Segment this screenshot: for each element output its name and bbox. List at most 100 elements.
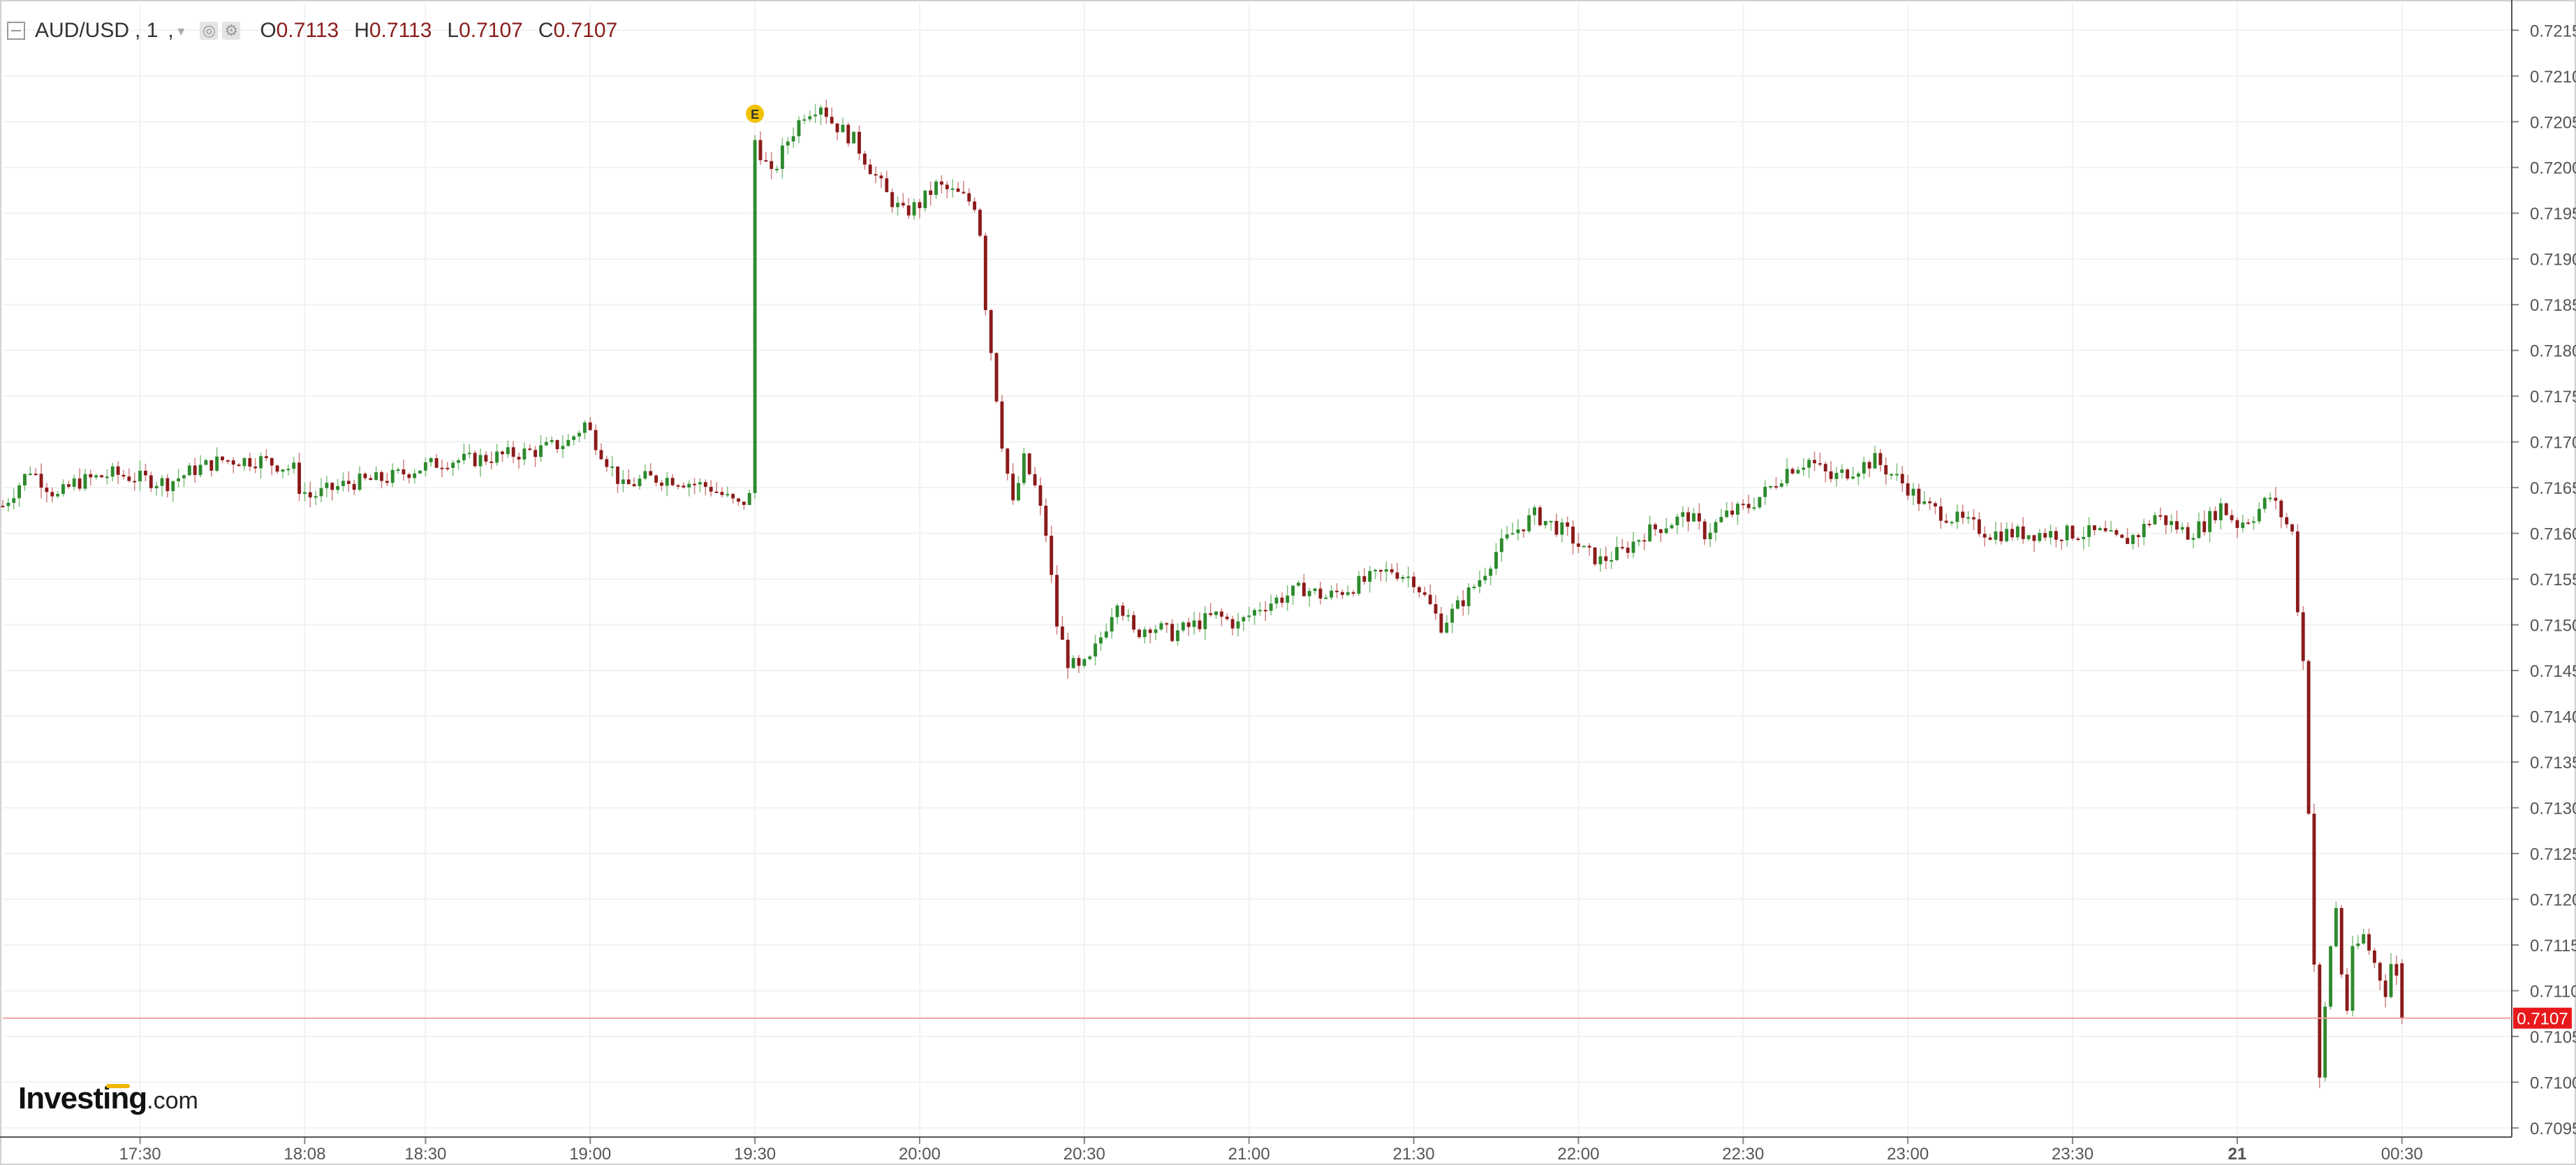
candle-body (2383, 980, 2387, 997)
candle-body (1686, 512, 1691, 522)
candle-body (1763, 486, 1767, 497)
candle-body (1110, 617, 1114, 632)
candle-body (473, 453, 477, 467)
candle-body (1066, 639, 1070, 668)
x-tick-label: 21 (2228, 1145, 2247, 1164)
candle-body (1456, 600, 1459, 609)
candle-body (1620, 547, 1624, 549)
candle-body (1472, 586, 1476, 588)
candle-body (522, 448, 527, 460)
candle-body (2147, 524, 2151, 526)
candle-body (2126, 538, 2130, 544)
candle-body (1044, 506, 1048, 536)
candle-body (1582, 545, 1586, 548)
candle-body (105, 476, 109, 478)
y-tick-label: 0.7215 (2530, 22, 2576, 41)
candle-body (1291, 585, 1295, 596)
candle-body (177, 478, 181, 482)
candle-body (2257, 508, 2261, 522)
candle-body (2103, 528, 2107, 532)
candle-body (380, 472, 383, 481)
candle-body (1362, 576, 1367, 582)
candle-body (1434, 604, 1438, 614)
candle-body (1121, 606, 1125, 616)
candle-body (1790, 469, 1795, 474)
candle-body (2059, 539, 2063, 541)
x-tick-label: 20:00 (899, 1145, 941, 1164)
y-tick-label: 0.7115 (2530, 937, 2576, 955)
candle-body (2174, 521, 2179, 530)
candle-body (2362, 934, 2366, 944)
symbol-label[interactable]: AUD/USD (35, 19, 130, 42)
candle-body (1642, 540, 1647, 542)
candle-body (413, 473, 417, 478)
candle-body (1840, 469, 1844, 474)
candle-body (797, 120, 801, 137)
candle-body (390, 469, 395, 483)
candle-body (616, 466, 619, 484)
candle-body (1181, 622, 1185, 631)
y-tick-label: 0.7110 (2530, 982, 2576, 1001)
candle-body (133, 481, 137, 483)
candle-body (2218, 503, 2223, 520)
candle-body (2164, 515, 2168, 525)
candle-body (1038, 485, 1043, 506)
candle-body (874, 174, 878, 176)
candle-body (187, 465, 191, 476)
candle-body (221, 456, 224, 460)
candle-body (621, 479, 625, 484)
candle-body (1192, 620, 1196, 627)
candle-body (983, 235, 987, 311)
eye-icon[interactable]: ◎ (200, 22, 219, 40)
candle-body (1209, 613, 1213, 615)
candle-body (231, 460, 235, 465)
candle-body (1335, 590, 1339, 592)
candle-body (165, 478, 170, 492)
candle-body (1138, 629, 1141, 638)
candle-body (665, 478, 669, 486)
candle-body (1104, 631, 1108, 638)
candle-body (2180, 527, 2184, 530)
candle-body (83, 474, 87, 489)
candle-body (1384, 569, 1388, 572)
candle-body (1094, 643, 1098, 657)
candle-body (330, 483, 334, 490)
candle-body (1560, 522, 1564, 535)
candle-body (1374, 570, 1377, 572)
candle-body (374, 472, 378, 481)
candle-body (649, 471, 653, 476)
candle-body (934, 181, 939, 196)
candle-body (912, 202, 916, 216)
candle-body (1516, 529, 1520, 534)
candle-body (1351, 592, 1355, 594)
candle-body (1450, 608, 1455, 623)
candle-body (814, 115, 818, 117)
candle-body (226, 460, 230, 462)
candle-body (962, 191, 966, 193)
candle-body (1214, 611, 1218, 615)
x-tick-label: 21:30 (1393, 1145, 1435, 1164)
candle-body (626, 479, 631, 485)
chevron-down-icon[interactable]: ▾ (173, 23, 185, 39)
candle-body (2230, 515, 2234, 520)
candle-body (1719, 517, 1723, 522)
candle-body (1159, 623, 1163, 630)
candle-body (1697, 513, 1701, 522)
candle-body (1911, 488, 1915, 496)
candle-body (116, 466, 120, 475)
candle-body (1917, 488, 1921, 504)
y-tick-label: 0.7145 (2530, 662, 2576, 681)
candle-body (2295, 531, 2299, 613)
candle-body (2015, 526, 2019, 538)
candle-body (2339, 908, 2343, 975)
candle-body (2082, 536, 2086, 539)
gear-icon[interactable]: ⚙ (222, 22, 241, 40)
collapse-icon[interactable] (7, 22, 25, 40)
interval-label[interactable]: 1 (146, 19, 159, 42)
candle-body (1011, 474, 1015, 501)
candle-body (802, 119, 807, 121)
